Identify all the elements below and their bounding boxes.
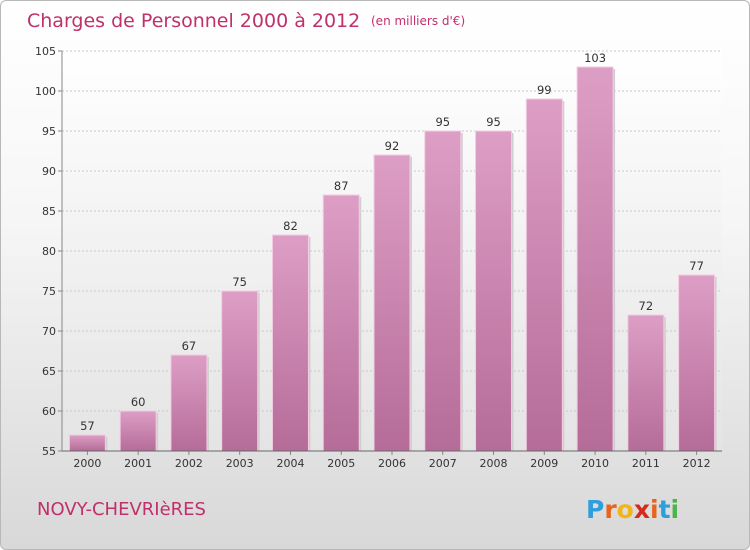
x-tick-label: 2000 — [73, 457, 101, 470]
bar-value-label: 75 — [232, 275, 247, 289]
logo-letter: x — [634, 495, 650, 524]
bar-value-label: 103 — [584, 51, 606, 65]
y-tick-label: 80 — [42, 245, 56, 258]
x-tick-label: 2008 — [480, 457, 508, 470]
y-tick-label: 70 — [42, 325, 56, 338]
bar-2001 — [119, 410, 157, 452]
bar-2005 — [322, 194, 360, 452]
y-tick-label: 65 — [42, 365, 56, 378]
y-tick-label: 100 — [35, 85, 56, 98]
x-tick-label: 2003 — [226, 457, 254, 470]
bar-value-label: 92 — [385, 139, 400, 153]
bar-2011 — [627, 314, 665, 452]
x-tick-label: 2002 — [175, 457, 203, 470]
logo-letter: i — [671, 495, 680, 524]
bar-value-label: 95 — [486, 115, 501, 129]
bar-value-label: 82 — [283, 219, 298, 233]
bar-2009 — [525, 98, 563, 452]
bar-value-label: 72 — [639, 299, 654, 313]
y-tick-label: 90 — [42, 165, 56, 178]
x-tick-label: 2009 — [530, 457, 558, 470]
bar-2000 — [68, 434, 106, 452]
bar-value-label: 95 — [435, 115, 450, 129]
x-tick-label: 2006 — [378, 457, 406, 470]
y-tick-label: 85 — [42, 205, 56, 218]
y-tick-label: 105 — [35, 45, 56, 58]
bar-value-label: 60 — [131, 395, 146, 409]
logo-letter: P — [586, 495, 604, 524]
bar-value-label: 67 — [182, 339, 197, 353]
x-tick-label: 2005 — [327, 457, 355, 470]
town-name: NOVY-CHEVRIèRES — [37, 499, 206, 520]
x-tick-label: 2010 — [581, 457, 609, 470]
x-tick-label: 2007 — [429, 457, 457, 470]
logo-letter: t — [659, 495, 671, 524]
logo-letter: o — [617, 495, 634, 524]
logo-letter: r — [604, 495, 617, 524]
bars: 57 60 67 75 82 87 92 95 95 99 103 72 77 — [68, 51, 717, 452]
bar-2006 — [373, 154, 411, 452]
bar-value-label: 57 — [80, 419, 95, 433]
x-tick-label: 2004 — [276, 457, 304, 470]
x-axis-ticks: 2000 2001 2002 2003 2004 2005 2006 2007 2008 2009… — [73, 451, 711, 470]
bar-2010 — [576, 66, 614, 452]
bar-2007 — [424, 130, 462, 452]
bar-2012 — [678, 274, 716, 452]
y-tick-label: 95 — [42, 125, 56, 138]
y-tick-label: 60 — [42, 405, 56, 418]
x-tick-label: 2001 — [124, 457, 152, 470]
x-tick-label: 2011 — [632, 457, 660, 470]
bar-2002 — [170, 354, 208, 452]
bar-value-label: 77 — [689, 259, 704, 273]
chart-title: Charges de Personnel 2000 à 2012 — [27, 10, 360, 32]
bar-2003 — [221, 290, 259, 452]
proxiti-logo: Proxiti — [586, 495, 679, 524]
x-tick-label: 2012 — [683, 457, 711, 470]
bar-2004 — [271, 234, 309, 452]
logo-letter: i — [650, 495, 659, 524]
bar-value-label: 99 — [537, 83, 552, 97]
y-tick-label: 55 — [42, 445, 56, 458]
y-axis-ticks: 55 60 65 70 75 80 85 90 95 100 105 — [35, 45, 62, 458]
bar-2008 — [475, 130, 513, 452]
bar-value-label: 87 — [334, 179, 349, 193]
chart-subtitle: (en milliers d'€) — [371, 14, 465, 28]
y-tick-label: 75 — [42, 285, 56, 298]
